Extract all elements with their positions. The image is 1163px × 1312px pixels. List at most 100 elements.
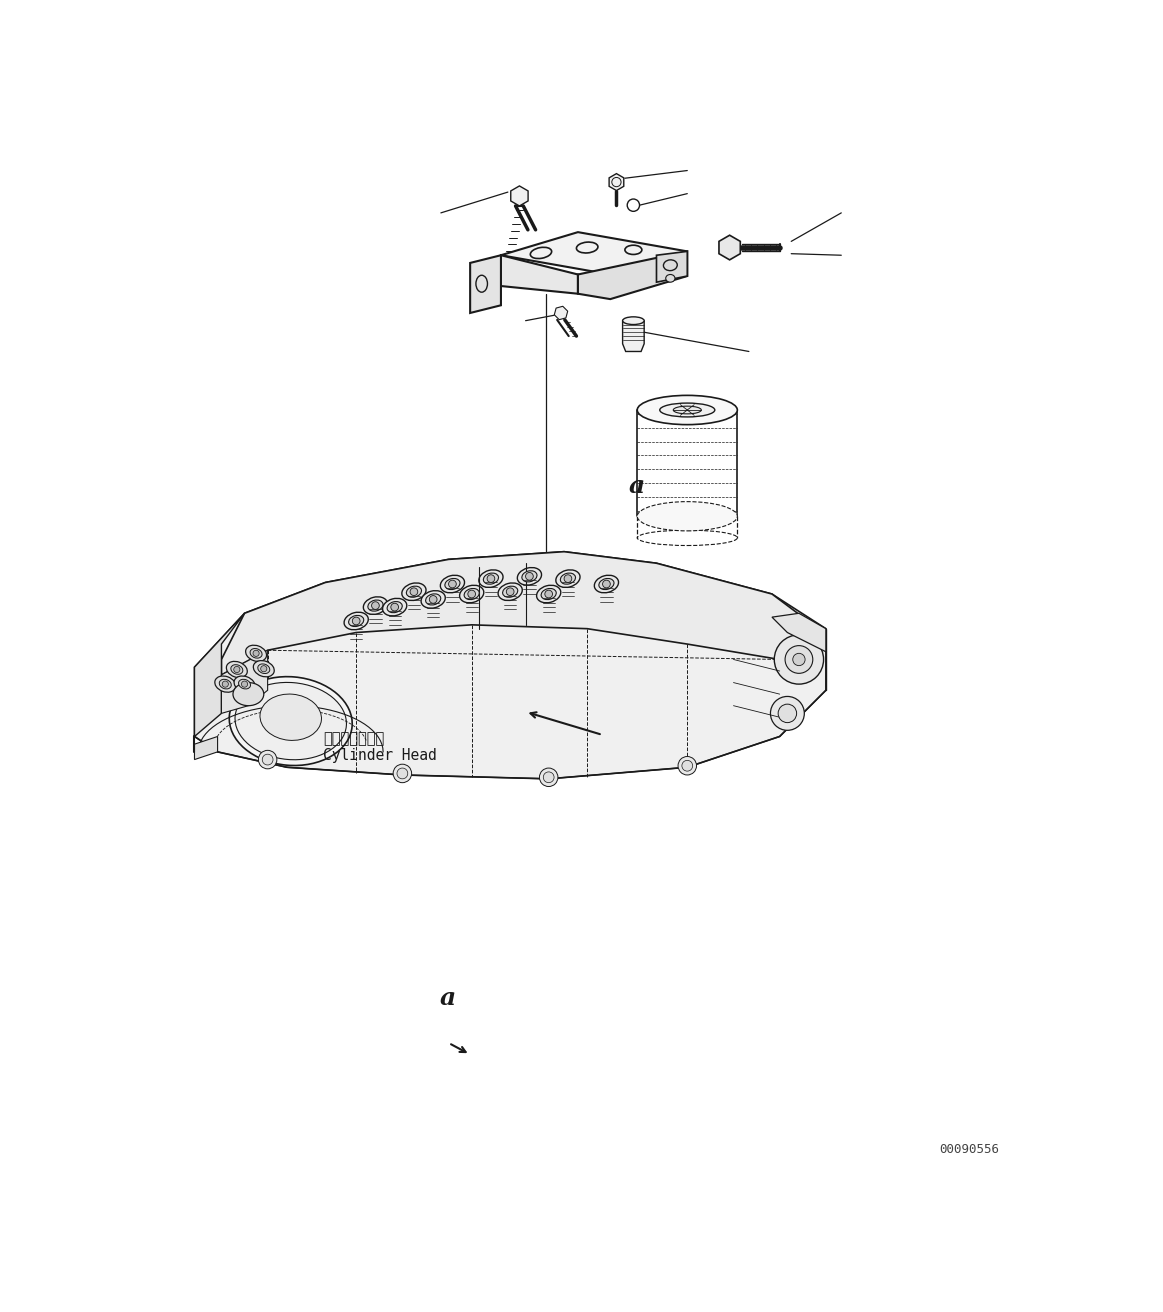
Ellipse shape [215,676,236,693]
Circle shape [258,750,277,769]
Ellipse shape [349,615,364,627]
Circle shape [785,646,813,673]
Ellipse shape [445,579,461,589]
Circle shape [526,572,534,580]
Circle shape [793,653,805,665]
Ellipse shape [238,680,250,689]
Text: 00090556: 00090556 [939,1143,999,1156]
Ellipse shape [502,586,518,597]
Polygon shape [609,173,623,190]
Ellipse shape [250,648,262,659]
Circle shape [261,665,266,672]
Ellipse shape [561,573,576,584]
Circle shape [778,705,797,723]
Ellipse shape [673,407,701,413]
Ellipse shape [402,583,426,601]
Ellipse shape [637,395,737,425]
Circle shape [544,590,552,598]
Polygon shape [772,613,826,652]
Ellipse shape [594,575,619,593]
Circle shape [468,590,476,598]
Circle shape [612,177,621,186]
Circle shape [254,651,259,656]
Ellipse shape [663,260,677,270]
Polygon shape [221,551,819,674]
Circle shape [775,635,823,684]
Ellipse shape [622,316,644,324]
Polygon shape [656,252,687,282]
Circle shape [411,588,418,596]
Polygon shape [622,320,644,352]
Circle shape [540,768,558,786]
Polygon shape [194,736,217,760]
Circle shape [678,757,697,775]
Circle shape [543,771,554,783]
Circle shape [397,768,408,779]
Ellipse shape [344,613,369,630]
Circle shape [429,596,437,604]
Ellipse shape [426,594,441,605]
Ellipse shape [383,598,407,615]
Ellipse shape [459,585,484,602]
Ellipse shape [479,569,504,588]
Polygon shape [221,651,267,714]
Ellipse shape [518,568,542,585]
Ellipse shape [556,569,580,588]
Ellipse shape [220,680,231,689]
Circle shape [627,199,640,211]
Ellipse shape [536,585,561,602]
Polygon shape [511,186,528,206]
Circle shape [487,575,494,583]
Polygon shape [470,256,501,314]
Polygon shape [719,235,741,260]
Ellipse shape [229,677,352,765]
Ellipse shape [406,586,421,597]
Text: Cylinder Head: Cylinder Head [323,748,436,764]
Circle shape [506,588,514,596]
Ellipse shape [368,600,383,611]
Circle shape [770,697,805,731]
Ellipse shape [363,597,387,614]
Circle shape [449,580,456,588]
Ellipse shape [421,590,445,609]
Circle shape [391,604,399,611]
Circle shape [372,602,379,610]
Ellipse shape [464,589,479,600]
Ellipse shape [441,575,464,593]
Circle shape [242,681,248,687]
Text: シリンダヘッド: シリンダヘッド [323,731,384,745]
Circle shape [352,617,361,625]
Circle shape [262,754,273,765]
Circle shape [682,761,693,771]
Ellipse shape [254,661,274,677]
Ellipse shape [261,694,321,740]
Ellipse shape [577,243,598,253]
Ellipse shape [230,665,243,674]
Ellipse shape [234,676,255,693]
Ellipse shape [258,664,270,673]
Ellipse shape [245,646,266,661]
Polygon shape [501,232,687,274]
Ellipse shape [541,589,556,600]
Ellipse shape [235,682,347,760]
Circle shape [222,681,228,687]
Ellipse shape [233,682,264,706]
Ellipse shape [484,573,499,584]
Ellipse shape [227,661,248,677]
Ellipse shape [530,247,551,258]
Ellipse shape [659,403,715,417]
Ellipse shape [476,276,487,293]
Ellipse shape [637,501,737,531]
Circle shape [393,764,412,783]
Text: a: a [440,985,456,1010]
Text: a: a [628,474,644,497]
Circle shape [234,666,240,673]
Ellipse shape [665,274,675,282]
Circle shape [602,580,611,588]
Polygon shape [501,256,578,294]
Polygon shape [555,306,568,320]
Polygon shape [578,252,687,299]
Polygon shape [194,551,826,779]
Circle shape [564,575,572,583]
Polygon shape [194,613,244,736]
